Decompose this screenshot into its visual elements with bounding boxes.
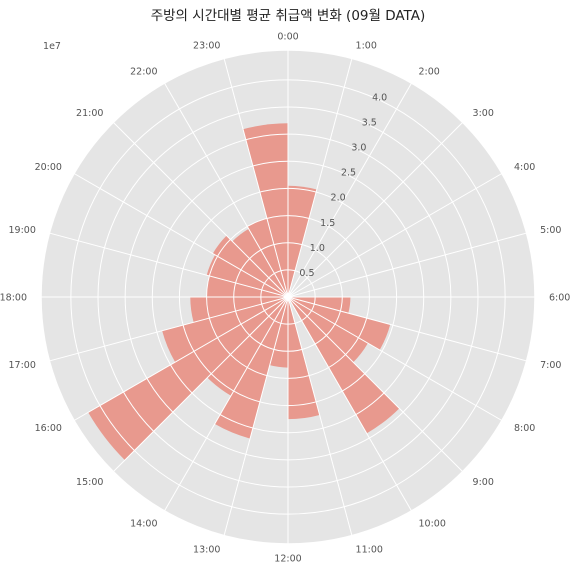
- grid-spoke: [287, 121, 464, 298]
- grid-spoke: [287, 296, 353, 536]
- grid-spoke: [73, 173, 289, 298]
- grid-spoke: [287, 58, 353, 298]
- grid-spoke: [287, 296, 464, 473]
- bar-1900: [206, 254, 288, 297]
- radial-tick-label: 1.5: [320, 218, 335, 229]
- angle-label: 4:00: [514, 162, 535, 173]
- grid-spoke: [73, 296, 289, 421]
- grid-spoke: [223, 296, 289, 536]
- bar-1500: [88, 297, 288, 461]
- angle-label: 8:00: [514, 423, 535, 434]
- grid-spoke: [287, 296, 412, 512]
- angle-label: 12:00: [274, 554, 301, 565]
- radial-tick-label: 3.5: [362, 117, 377, 128]
- grid-spoke: [287, 232, 527, 298]
- angle-label: 0:00: [277, 32, 298, 43]
- radial-tick-label: 2.0: [331, 193, 346, 204]
- angle-label: 5:00: [540, 225, 561, 236]
- bar-700: [288, 297, 391, 350]
- angle-label: 22:00: [130, 66, 157, 77]
- angle-label: 7:00: [540, 360, 561, 371]
- grid-spoke: [112, 296, 289, 473]
- grid-spoke: [49, 296, 289, 362]
- angle-label: 11:00: [356, 545, 383, 556]
- radial-tick-label: 0.5: [299, 268, 314, 279]
- angle-label: 20:00: [35, 162, 62, 173]
- grid-spoke: [287, 82, 412, 298]
- angle-label: 3:00: [473, 108, 494, 119]
- radial-tick-label: 2.5: [341, 168, 356, 179]
- angle-label: 18:00: [0, 293, 27, 304]
- grid-spoke: [164, 296, 289, 512]
- grid-spoke: [287, 296, 527, 362]
- grid-spoke: [112, 121, 289, 298]
- angle-label: 9:00: [473, 477, 494, 488]
- angle-label: 16:00: [35, 423, 62, 434]
- bar-900: [288, 297, 400, 434]
- angle-label: 6:00: [549, 293, 570, 304]
- angle-label: 13:00: [193, 545, 220, 556]
- bar-1400: [207, 297, 288, 396]
- bar-1300: [214, 297, 288, 439]
- grid-spoke: [287, 296, 503, 421]
- grid-spoke: [287, 173, 503, 298]
- angle-label: 15:00: [76, 477, 103, 488]
- grid-spoke: [164, 82, 289, 298]
- scale-label: 1e7: [43, 41, 61, 52]
- radial-tick-label: 4.0: [372, 92, 387, 103]
- angle-label: 2:00: [419, 66, 440, 77]
- chart-title: 주방의 시간대별 평균 취급액 변화 (09월 DATA): [151, 8, 426, 24]
- bar-2100: [232, 228, 288, 297]
- bar-2000: [212, 235, 288, 297]
- angle-label: 19:00: [8, 225, 35, 236]
- angle-label: 21:00: [76, 108, 103, 119]
- angle-label: 23:00: [193, 40, 220, 51]
- bar-800: [288, 297, 368, 363]
- bar-1600: [162, 297, 288, 363]
- radial-tick-label: 1.0: [310, 243, 325, 254]
- radial-tick-label: 3.0: [351, 143, 366, 154]
- plot-area: 0:00 1:00 2:00 3:00 4:00 5:00 6:00 7:00 8:00 9:00…: [0, 32, 570, 565]
- grid-spoke: [49, 232, 289, 298]
- angle-label: 14:00: [130, 519, 157, 530]
- grid-spoke: [223, 58, 289, 298]
- angle-label: 1:00: [356, 40, 377, 51]
- polar-frame: [40, 49, 536, 545]
- angle-label: 10:00: [419, 519, 446, 530]
- bar-2200: [247, 218, 288, 297]
- angle-label: 17:00: [8, 360, 35, 371]
